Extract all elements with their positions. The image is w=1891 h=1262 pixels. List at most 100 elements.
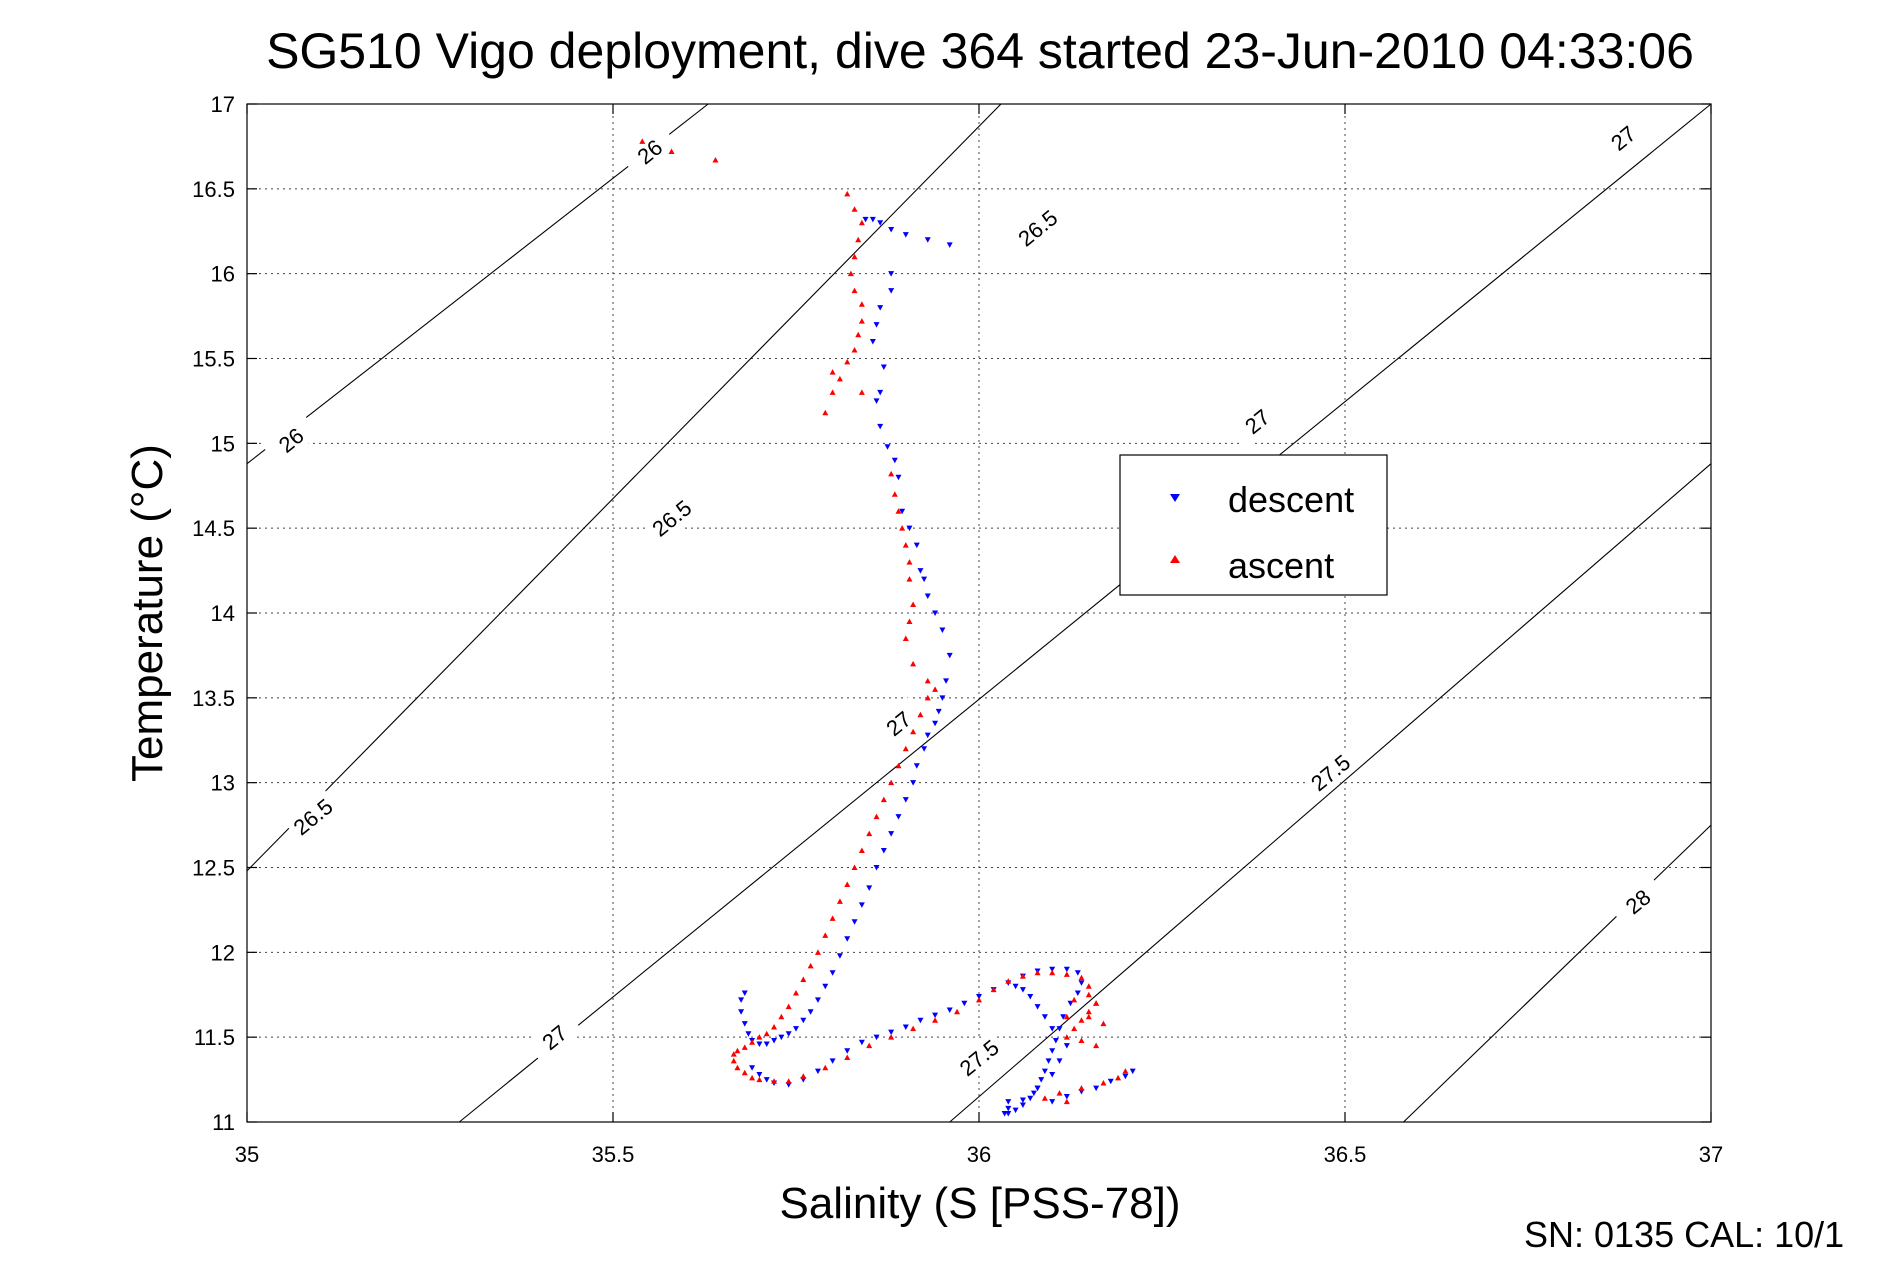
descent-point bbox=[814, 997, 821, 1003]
ascent-point bbox=[822, 1064, 829, 1071]
ascent-point bbox=[836, 375, 843, 382]
descent-point bbox=[1030, 1090, 1037, 1097]
y-tick-label: 15 bbox=[211, 431, 235, 456]
ascent-point bbox=[1078, 1085, 1085, 1091]
ascent-point bbox=[855, 331, 862, 338]
descent-point bbox=[873, 865, 880, 871]
contour-label-bg bbox=[1608, 874, 1667, 929]
ascent-point bbox=[910, 728, 917, 735]
ascent-point bbox=[976, 996, 982, 1003]
ascent-point bbox=[756, 1076, 763, 1083]
ascent-point bbox=[807, 962, 814, 969]
descent-point bbox=[924, 732, 931, 739]
contour-label-bg bbox=[869, 696, 928, 751]
ascent-point bbox=[906, 618, 913, 624]
descent-point bbox=[946, 652, 953, 659]
descent-point bbox=[899, 508, 906, 515]
y-tick-label: 14 bbox=[211, 601, 235, 626]
ascent-point bbox=[844, 881, 851, 887]
descent-point bbox=[906, 525, 913, 532]
descent-point bbox=[1107, 1078, 1114, 1085]
descent-point bbox=[1122, 1073, 1129, 1080]
ascent-point bbox=[866, 1042, 873, 1049]
descent-point bbox=[873, 1034, 880, 1041]
ascent-point bbox=[847, 270, 854, 277]
descent-point bbox=[869, 339, 876, 345]
x-tick-label: 35.5 bbox=[592, 1142, 635, 1167]
footer-serial-calibration: SN: 0135 CAL: 10/1 bbox=[1524, 1214, 1844, 1255]
contour-label-bg bbox=[642, 490, 701, 546]
ascent-point bbox=[844, 358, 851, 365]
descent-point bbox=[873, 322, 880, 328]
descent-point bbox=[738, 1009, 745, 1015]
ascent-point bbox=[880, 796, 887, 803]
descent-point bbox=[741, 1021, 748, 1027]
ascent-point bbox=[800, 1073, 807, 1079]
descent-point bbox=[1074, 990, 1081, 997]
y-tick-label: 13.5 bbox=[192, 686, 235, 711]
descent-point bbox=[858, 1039, 865, 1046]
descent-point bbox=[1063, 966, 1070, 973]
ascent-point bbox=[873, 813, 880, 820]
descent-point bbox=[1034, 1085, 1041, 1092]
contour-line-27.5 bbox=[949, 463, 1712, 1123]
ascent-point bbox=[741, 1069, 748, 1076]
descent-point bbox=[1019, 1097, 1026, 1103]
descent-point bbox=[1001, 1111, 1008, 1117]
x-axis-ticks: 35 35.5 36 36.5 37 bbox=[235, 104, 1723, 1167]
descent-point bbox=[880, 364, 887, 370]
ascent-point bbox=[785, 1078, 792, 1084]
ascent-point bbox=[924, 677, 931, 684]
ascent-point bbox=[891, 491, 898, 497]
ascent-point bbox=[1063, 1034, 1070, 1040]
descent-point bbox=[1027, 993, 1034, 1000]
descent-point bbox=[1049, 966, 1056, 973]
descent-point bbox=[862, 216, 869, 223]
descent-point bbox=[1045, 1058, 1052, 1064]
descent-point bbox=[877, 220, 884, 226]
ascent-point bbox=[924, 694, 931, 701]
descent-point bbox=[902, 797, 909, 803]
descent-point bbox=[814, 1068, 821, 1075]
ascent-point bbox=[734, 1047, 741, 1054]
ascent-point bbox=[836, 898, 843, 904]
descent-point bbox=[961, 1000, 968, 1007]
descent-point bbox=[1034, 1004, 1041, 1010]
descent-point bbox=[1049, 1048, 1056, 1054]
ascent-point bbox=[756, 1034, 763, 1040]
legend-marker-ascent bbox=[1170, 555, 1180, 563]
descent-point bbox=[829, 1058, 836, 1064]
descent-point bbox=[836, 953, 843, 959]
ascent-point bbox=[910, 1025, 917, 1032]
y-tick-label: 13 bbox=[211, 771, 235, 796]
descent-point bbox=[1049, 1026, 1056, 1032]
ascent-point bbox=[829, 389, 836, 395]
descent-point bbox=[1093, 1085, 1100, 1092]
contour-label-bg bbox=[620, 124, 679, 179]
ascent-point bbox=[866, 830, 873, 837]
ascent-point bbox=[899, 525, 906, 531]
ascent-point bbox=[778, 1013, 785, 1020]
descent-point bbox=[895, 814, 902, 820]
descent-point bbox=[741, 990, 748, 997]
ascent-point bbox=[668, 148, 675, 155]
descent-point bbox=[763, 1077, 770, 1083]
descent-point bbox=[1005, 1099, 1012, 1105]
ascent-point bbox=[1093, 1000, 1100, 1006]
descent-point bbox=[771, 1038, 778, 1044]
ascent-point bbox=[1093, 1042, 1100, 1049]
descent-point bbox=[921, 576, 928, 583]
ascent-point bbox=[1071, 996, 1078, 1003]
ascent-point bbox=[851, 206, 858, 212]
ascent-point bbox=[844, 1054, 851, 1061]
descent-point bbox=[1012, 983, 1019, 990]
descent-point bbox=[917, 568, 924, 574]
legend-label-ascent: ascent bbox=[1228, 545, 1334, 586]
descent-point bbox=[793, 1026, 799, 1032]
ascent-point bbox=[906, 559, 913, 565]
y-tick-label: 11.5 bbox=[194, 1025, 235, 1050]
contour-line-26.5 bbox=[246, 103, 1002, 872]
descent-point bbox=[1074, 970, 1081, 976]
ascent-point bbox=[829, 369, 836, 375]
